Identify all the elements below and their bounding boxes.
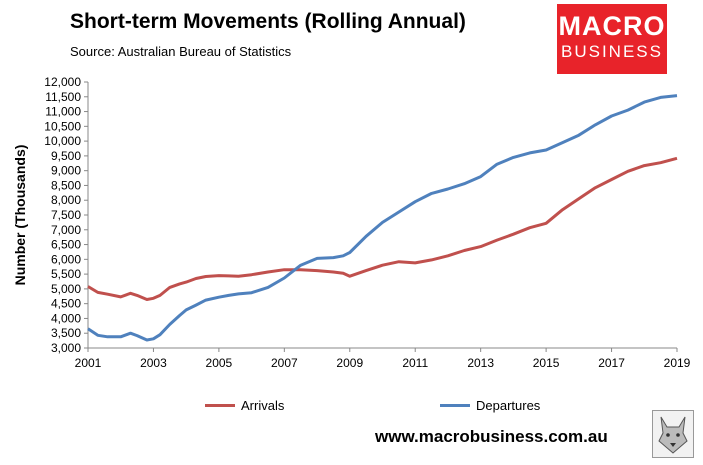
legend-swatch-departures: [440, 404, 470, 407]
y-tick-label: 6,000: [51, 252, 81, 266]
chart-axes: 3,0003,5004,0004,5005,0005,5006,0006,500…: [44, 75, 690, 370]
y-tick-label: 4,500: [51, 297, 81, 311]
y-tick-label: 10,500: [44, 119, 81, 133]
x-tick-label: 2011: [402, 356, 428, 370]
x-tick-label: 2009: [336, 356, 363, 370]
y-tick-label: 10,000: [44, 134, 81, 148]
logo-line-2: BUSINESS: [561, 42, 663, 61]
y-tick-label: 8,000: [51, 193, 81, 207]
y-tick-label: 5,500: [51, 267, 81, 281]
x-tick-label: 2005: [206, 356, 233, 370]
chart-subtitle: Source: Australian Bureau of Statistics: [70, 44, 292, 59]
y-tick-label: 5,000: [51, 282, 81, 296]
macrobusiness-logo: MACRO BUSINESS: [557, 4, 667, 74]
y-tick-label: 9,000: [51, 164, 81, 178]
legend-item-arrivals: Arrivals: [205, 398, 284, 413]
y-tick-label: 7,000: [51, 223, 81, 237]
y-axis-label: Number (Thousands): [12, 145, 28, 286]
y-tick-label: 4,000: [51, 311, 81, 325]
y-tick-label: 7,500: [51, 208, 81, 222]
x-tick-label: 2013: [467, 356, 494, 370]
y-tick-label: 9,500: [51, 149, 81, 163]
legend-label-departures: Departures: [476, 398, 541, 413]
y-tick-label: 12,000: [44, 75, 81, 89]
x-tick-label: 2019: [664, 356, 691, 370]
line-chart: 3,0003,5004,0004,5005,0005,5006,0006,500…: [12, 75, 691, 370]
legend-item-departures: Departures: [440, 398, 540, 413]
legend-swatch-arrivals: [205, 404, 235, 407]
footer-url: www.macrobusiness.com.au: [375, 427, 608, 446]
y-tick-label: 11,500: [45, 90, 81, 104]
x-tick-label: 2007: [271, 356, 298, 370]
x-tick-label: 2001: [75, 356, 102, 370]
series-line-departures: [87, 94, 678, 342]
y-tick-label: 3,500: [51, 326, 81, 340]
y-tick-label: 8,500: [51, 178, 81, 192]
x-tick-label: 2003: [140, 356, 167, 370]
legend-label-arrivals: Arrivals: [241, 398, 285, 413]
logo-line-1: MACRO: [558, 11, 666, 41]
chart-title: Short-term Movements (Rolling Annual): [70, 10, 466, 33]
x-tick-label: 2015: [533, 356, 560, 370]
series-line-arrivals: [87, 156, 678, 301]
x-tick-label: 2017: [598, 356, 625, 370]
chart-series: [87, 94, 678, 342]
y-tick-label: 6,500: [51, 238, 81, 252]
y-tick-label: 3,000: [51, 341, 81, 355]
y-tick-label: 11,000: [45, 105, 81, 119]
wolf-logo-icon: [652, 410, 694, 458]
